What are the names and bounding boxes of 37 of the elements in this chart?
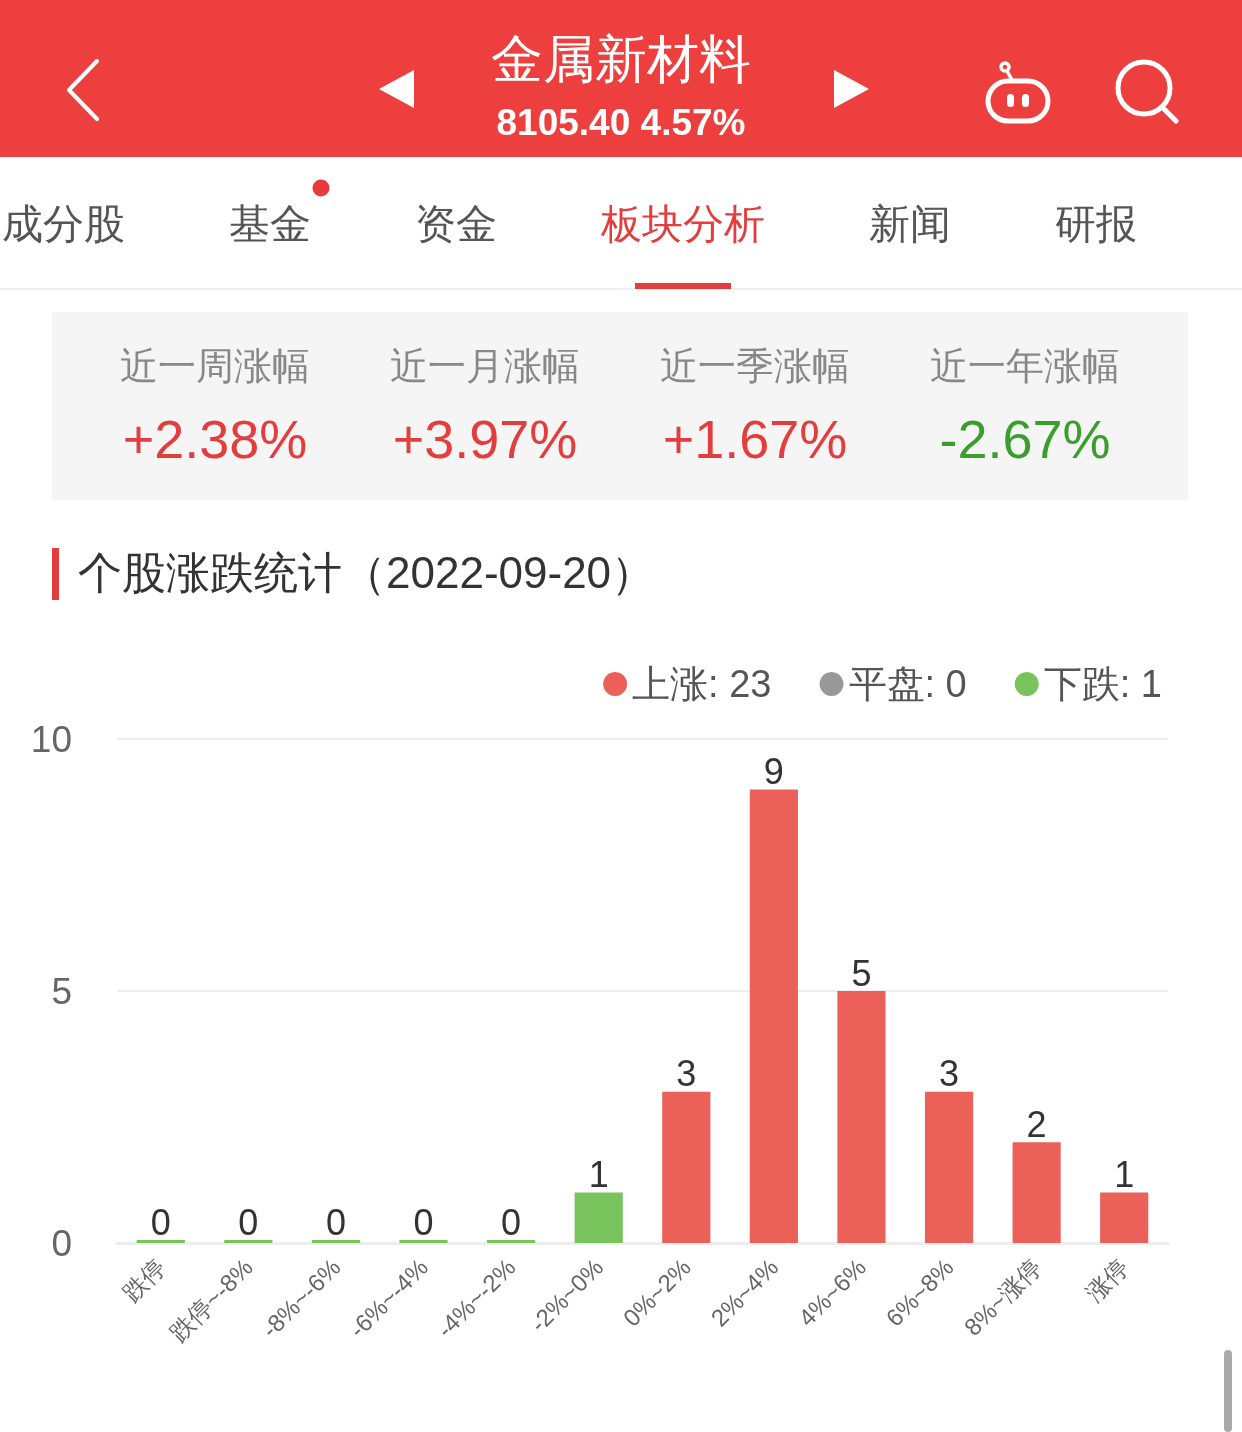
category-label: 近一年涨幅: [929, 344, 1121, 389]
y-tick-label: 10: [30, 718, 72, 760]
data-label: +1.67%: [661, 408, 849, 470]
category-label: 近一季涨幅: [659, 344, 851, 389]
data-label: 2: [1026, 1103, 1047, 1145]
text: 板块分析: [601, 200, 765, 249]
text: 基金: [229, 200, 311, 249]
text: 资金: [415, 200, 497, 249]
category-label: 近一月涨幅: [389, 344, 581, 389]
data-label: 9: [763, 750, 784, 792]
x-tick-label: 跌停: [117, 1253, 171, 1307]
text: 新闻: [869, 200, 951, 249]
data-label: -2.67%: [938, 408, 1112, 470]
y-tick-label: 5: [51, 970, 72, 1012]
data-label: 0: [150, 1201, 171, 1243]
y-tick-label: 0: [51, 1222, 72, 1264]
data-label: 0: [413, 1201, 434, 1243]
data-label: 0: [501, 1201, 522, 1243]
category-label: 近一周涨幅: [119, 344, 311, 389]
data-label: 3: [676, 1053, 697, 1095]
legend-label: 平盘: 0: [848, 663, 967, 705]
text: 金属新材料: [490, 29, 752, 90]
data-label: 3: [939, 1053, 960, 1095]
x-tick-label: 涨停: [1080, 1253, 1134, 1307]
data-label: +3.97%: [391, 408, 579, 470]
data-label: 5: [851, 952, 872, 994]
data-label: 1: [588, 1154, 609, 1196]
data-label: 0: [325, 1201, 346, 1243]
text: 研报: [1055, 200, 1137, 249]
data-label: +2.38%: [121, 408, 309, 470]
data-label: 1: [1114, 1154, 1135, 1196]
text: 8105.40 4.57%: [495, 101, 747, 145]
legend-label: 下跌: 1: [1043, 663, 1162, 705]
data-label: 0: [238, 1201, 259, 1243]
chart-title: 个股涨跌统计（2022-09-20）: [78, 547, 656, 599]
text: 成分股: [2, 200, 125, 249]
legend-label: 上涨: 23: [632, 663, 772, 705]
